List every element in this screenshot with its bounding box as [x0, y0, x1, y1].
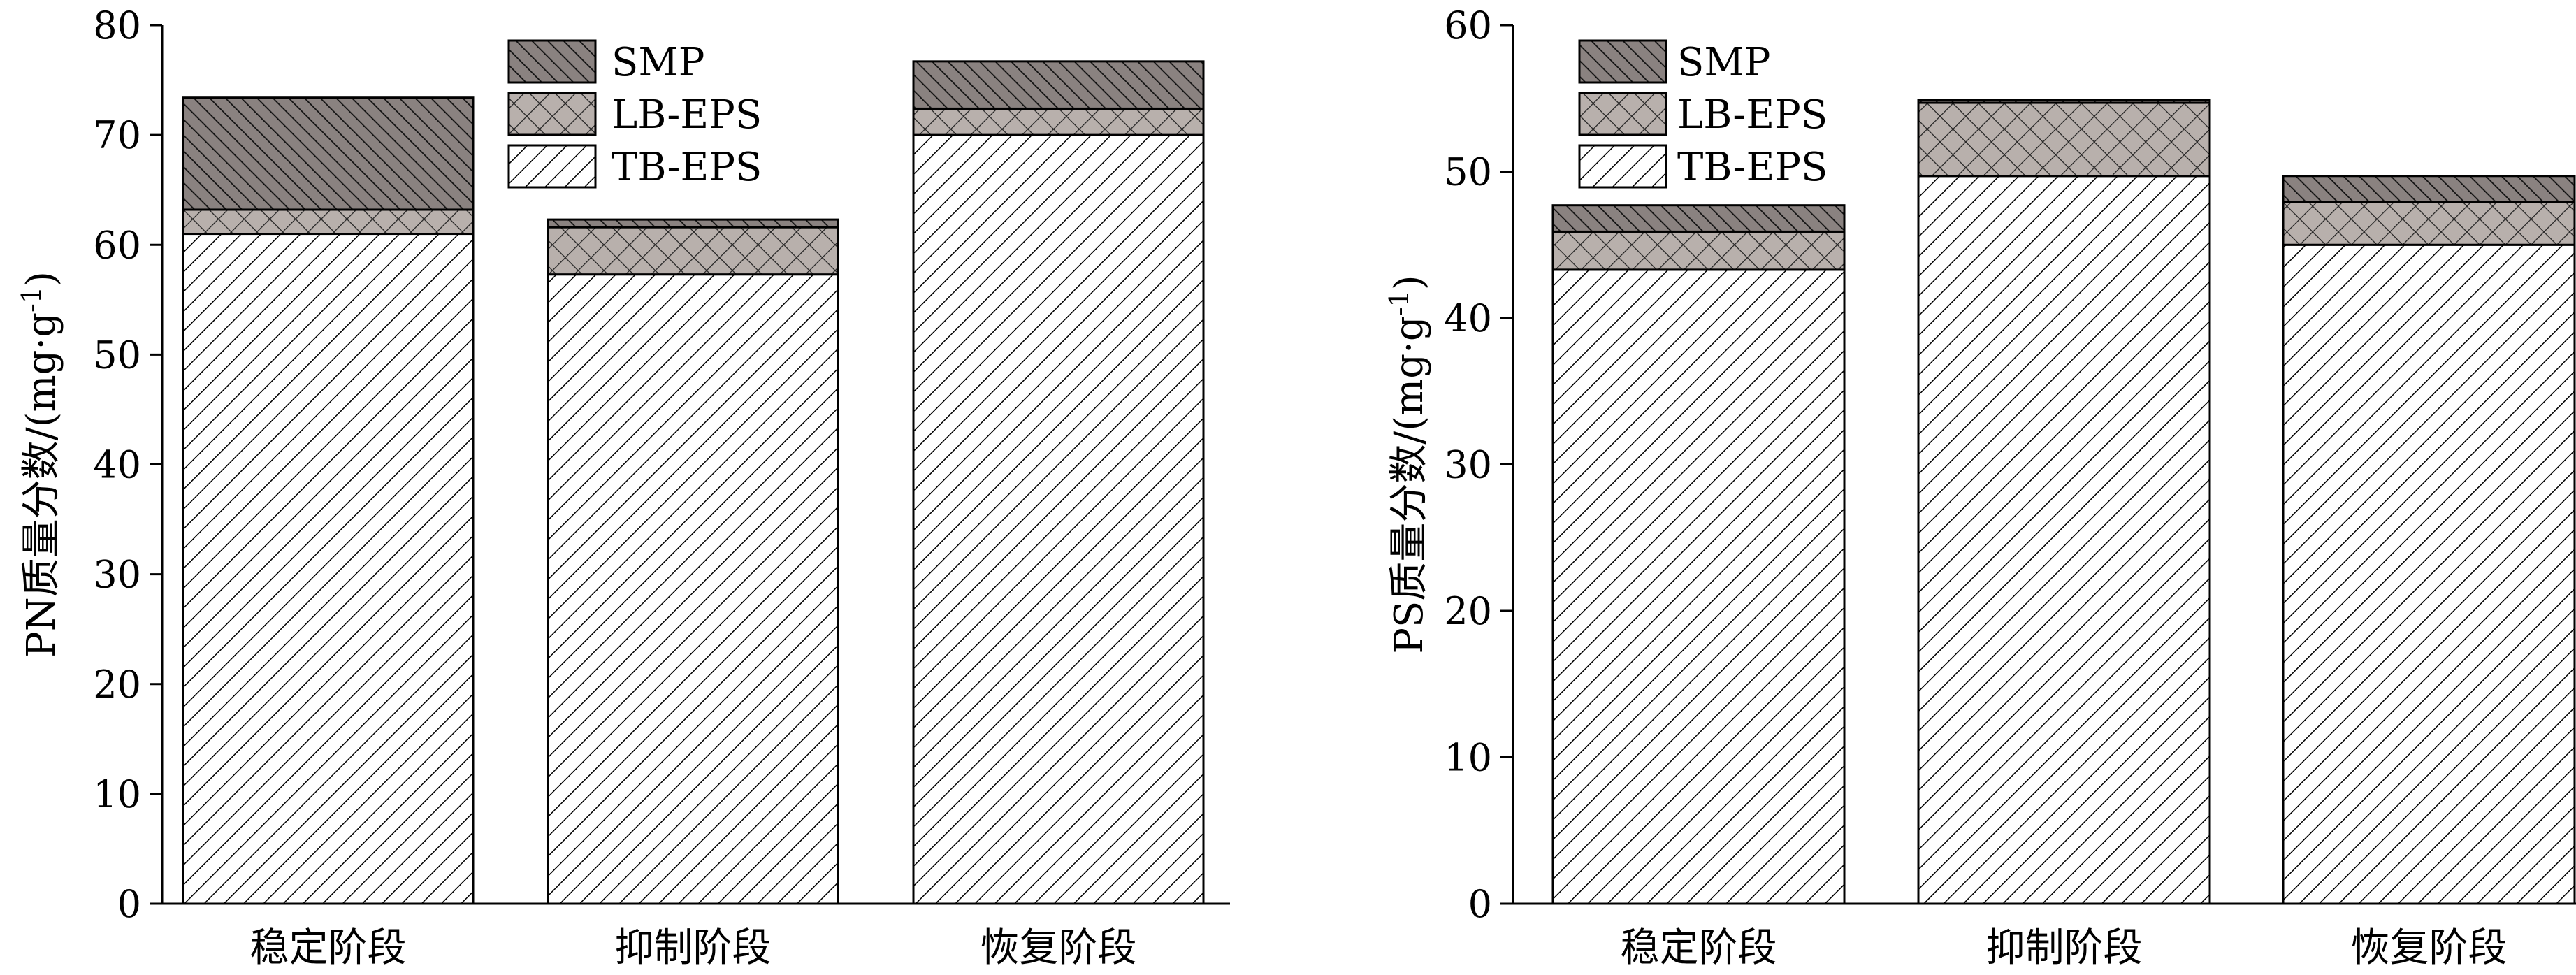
- x-tick-label-2: 抑制阶段: [1986, 925, 2143, 971]
- y-axis-title-main: PS质量分数/(mg·g: [1387, 316, 1432, 653]
- y-tick-label-4: 30: [1444, 443, 1492, 487]
- bar-lb-eps-1: [182, 208, 475, 236]
- y-axis-title-superscript: -1: [1384, 290, 1414, 316]
- y-axis-title: PS质量分数/(mg·g-1): [1384, 275, 1432, 653]
- bar-lb-eps-3: [2282, 201, 2576, 246]
- y-axis-title-close: ): [1387, 275, 1432, 290]
- legend-swatch-lb-eps: [507, 92, 597, 136]
- y-tick-label-4: 30: [93, 553, 141, 597]
- bar-tb-eps-3: [2282, 243, 2576, 905]
- bar-tb-eps-2: [1917, 175, 2211, 905]
- legend-swatch-tb-eps: [507, 144, 597, 189]
- y-tick-label-2: 10: [1444, 736, 1492, 780]
- bar-lb-eps-2: [547, 226, 839, 276]
- y-tick-label-5: 40: [1444, 296, 1492, 340]
- y-axis-title-main: PN质量分数/(mg·g: [19, 312, 64, 658]
- x-tick-label-3: 恢复阶段: [2351, 925, 2508, 971]
- legend: SMP LB-EPS TB-EPS: [507, 39, 762, 190]
- y-tick-label-7: 60: [93, 223, 141, 267]
- bar-smp-2: [547, 218, 839, 229]
- bar-lb-eps-3: [912, 107, 1205, 136]
- y-tick-label-1: 0: [117, 882, 141, 926]
- bar-tb-eps-1: [1551, 268, 1846, 905]
- y-tick-label-6: 50: [93, 333, 141, 377]
- y-tick-label-3: 20: [93, 663, 141, 707]
- y-tick-label-5: 40: [93, 443, 141, 487]
- bar-lb-eps-1: [1551, 230, 1846, 271]
- y-axis-title-superscript: -1: [16, 287, 47, 312]
- y-tick-label-2: 10: [93, 772, 141, 816]
- chart-panel-2: 稳定阶段 抑制阶段 恢复阶段 0 10 20 30 40 50 60 PS质量分数/(mg·g-1)…: [1384, 3, 2576, 971]
- bar-tb-eps-1: [182, 233, 475, 905]
- y-axis-title: PN质量分数/(mg·g-1): [16, 271, 64, 658]
- legend-swatch-smp: [507, 39, 597, 84]
- bar-smp-2: [1917, 99, 2211, 104]
- bar-smp-1: [1551, 204, 1846, 233]
- y-axis-title-close: ): [19, 271, 64, 287]
- y-tick-label-3: 20: [1444, 589, 1492, 633]
- legend-label-lb-eps: LB-EPS: [612, 92, 762, 138]
- legend-label-smp: SMP: [612, 40, 704, 85]
- legend-swatch-tb-eps: [1578, 144, 1667, 189]
- x-tick-label-1: 稳定阶段: [1621, 925, 1777, 971]
- legend-label-tb-eps: TB-EPS: [1677, 145, 1828, 190]
- bar-tb-eps-2: [547, 273, 839, 905]
- y-tick-label-9: 80: [93, 3, 141, 48]
- x-tick-label-3: 恢复阶段: [981, 925, 1137, 971]
- legend-label-smp: SMP: [1677, 40, 1770, 85]
- y-tick-label-6: 50: [1444, 150, 1492, 194]
- legend-swatch-lb-eps: [1578, 92, 1667, 136]
- x-tick-label-1: 稳定阶段: [250, 925, 407, 971]
- legend-label-tb-eps: TB-EPS: [612, 145, 762, 190]
- legend-label-lb-eps: LB-EPS: [1677, 92, 1828, 138]
- legend-swatch-smp: [1578, 39, 1667, 84]
- bar-lb-eps-2: [1917, 101, 2211, 178]
- y-tick-label-7: 60: [1444, 3, 1492, 48]
- legend: SMP LB-EPS TB-EPS: [1578, 39, 1828, 190]
- x-tick-label-2: 抑制阶段: [615, 925, 772, 971]
- bar-smp-3: [912, 60, 1205, 110]
- bar-smp-1: [182, 96, 475, 211]
- bar-smp-3: [2282, 175, 2576, 203]
- bar-tb-eps-3: [912, 133, 1205, 905]
- y-tick-label-8: 70: [93, 113, 141, 157]
- y-tick-label-1: 0: [1468, 882, 1492, 926]
- chart-panel-1: 稳定阶段 抑制阶段 恢复阶段 0 10 20 30 40 50 60 70 80 PN质量分数/(mg·…: [16, 3, 1230, 971]
